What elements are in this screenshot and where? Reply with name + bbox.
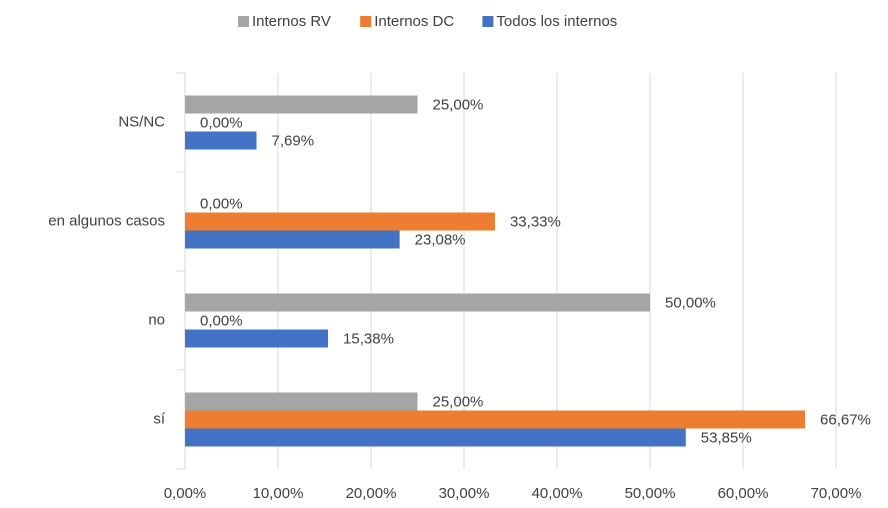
legend-swatch xyxy=(238,16,249,27)
bar xyxy=(185,410,806,429)
value-label: 25,00% xyxy=(433,393,484,410)
x-tick-label: 30,00% xyxy=(439,485,490,502)
bar xyxy=(185,293,650,312)
value-label: 25,00% xyxy=(433,96,484,113)
x-tick-label: 20,00% xyxy=(346,485,397,502)
value-label: 50,00% xyxy=(665,294,716,311)
bar xyxy=(185,131,257,150)
value-label: 7,69% xyxy=(272,132,315,149)
x-tick-label: 10,00% xyxy=(253,485,304,502)
legend-swatch xyxy=(360,16,372,27)
bar xyxy=(185,428,686,447)
value-label: 15,38% xyxy=(343,330,394,347)
bar xyxy=(185,230,400,249)
legend-label: Internos RV xyxy=(252,13,331,30)
value-label: 66,67% xyxy=(820,411,871,428)
x-tick-label: 0,00% xyxy=(164,485,207,502)
y-tick-label: NS/NC xyxy=(118,113,165,130)
y-tick-label: en algunos casos xyxy=(48,212,165,229)
x-tick-label: 50,00% xyxy=(625,485,676,502)
bar xyxy=(185,212,495,231)
value-label: 0,00% xyxy=(200,312,243,329)
x-tick-label: 40,00% xyxy=(532,485,583,502)
x-tick-label: 60,00% xyxy=(718,485,769,502)
legend-label: Internos DC xyxy=(374,13,454,30)
y-tick-label: no xyxy=(148,311,165,328)
legend-label: Todos los internos xyxy=(496,13,617,30)
legend-swatch xyxy=(482,16,494,27)
bar xyxy=(185,95,418,114)
x-tick-label: 70,00% xyxy=(811,485,862,502)
value-label: 53,85% xyxy=(701,429,752,446)
value-label: 33,33% xyxy=(510,213,561,230)
bar xyxy=(185,392,418,411)
y-tick-label: sí xyxy=(153,410,166,427)
value-label: 23,08% xyxy=(415,231,466,248)
value-label: 0,00% xyxy=(200,114,243,131)
bar xyxy=(185,329,329,348)
value-label: 0,00% xyxy=(200,195,243,212)
